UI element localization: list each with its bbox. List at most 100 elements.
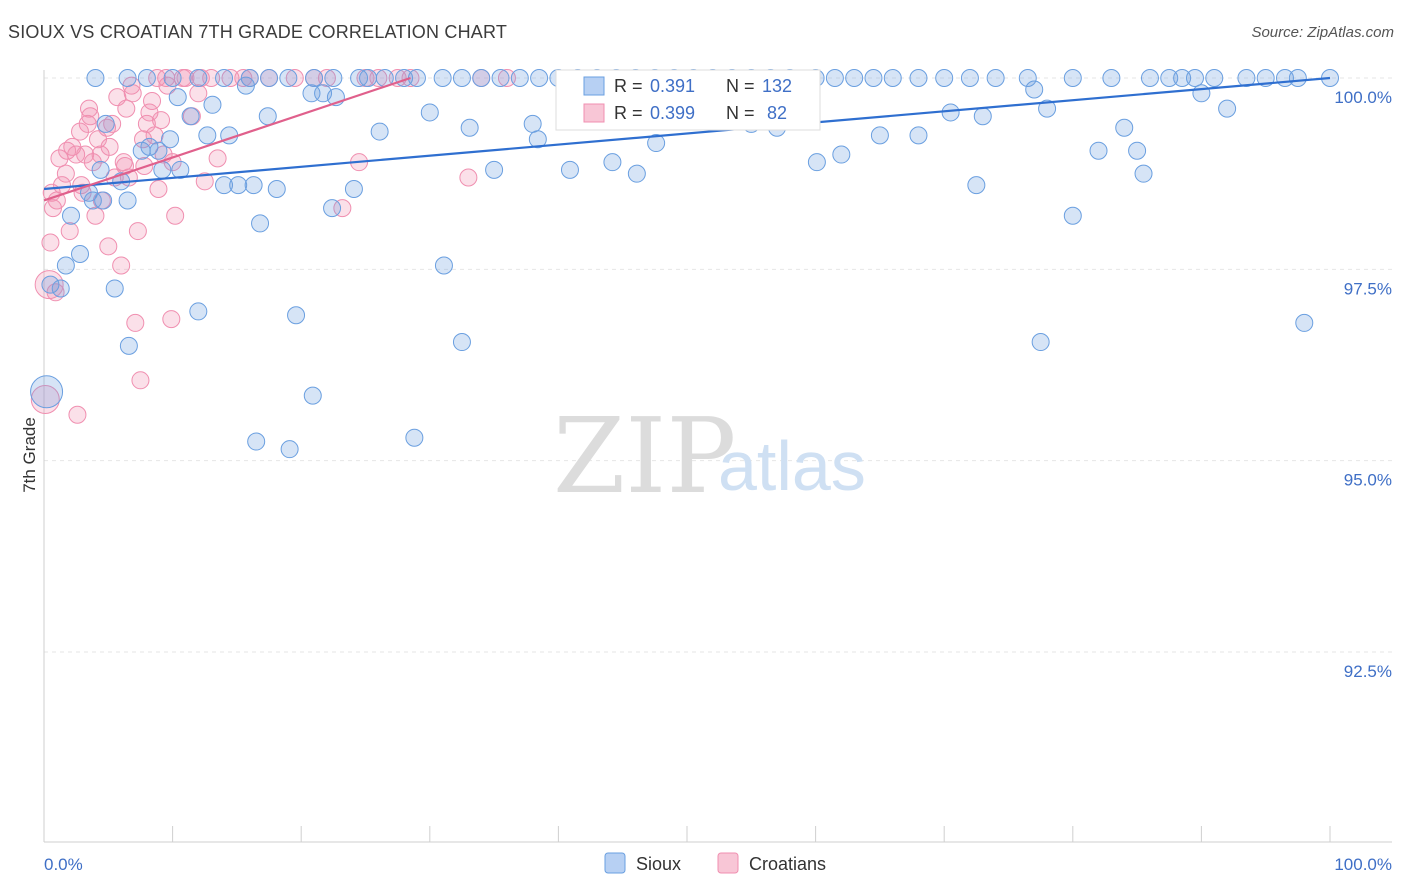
croatians-point xyxy=(117,99,136,118)
croatians-point xyxy=(333,199,352,218)
sioux-point xyxy=(603,153,622,172)
sioux-point xyxy=(870,126,889,145)
sioux-point xyxy=(168,88,187,107)
sioux-point xyxy=(83,191,102,210)
croatians-point xyxy=(50,149,69,168)
croatians-point xyxy=(317,69,336,87)
croatians-point xyxy=(202,69,221,87)
sioux-point xyxy=(434,256,453,275)
sioux-point xyxy=(62,206,81,225)
sioux-point xyxy=(1063,69,1082,87)
sioux-point xyxy=(370,122,389,141)
gridlines xyxy=(44,77,1392,653)
sioux-point xyxy=(163,69,182,87)
sioux-point xyxy=(56,256,75,275)
sioux-point xyxy=(528,130,547,149)
sioux-point xyxy=(909,69,928,87)
sioux-point xyxy=(244,176,263,195)
croatians-point xyxy=(41,233,60,252)
sioux-point xyxy=(1025,80,1044,99)
sioux-point xyxy=(460,118,479,137)
sioux-point xyxy=(1295,313,1314,332)
stats-legend: R = 0.391 N = 132 R = 0.399 N = 82 xyxy=(555,69,821,131)
sioux-point xyxy=(941,103,960,122)
sioux-points xyxy=(30,69,1339,459)
sioux-point xyxy=(1192,84,1211,103)
y-tick-label: 95.0% xyxy=(1344,471,1392,490)
croatians-point xyxy=(166,206,185,225)
sioux-point xyxy=(510,69,529,87)
sioux-point xyxy=(1089,141,1108,160)
sioux-point xyxy=(1173,69,1192,87)
sioux-point xyxy=(149,141,168,160)
croatians-point xyxy=(56,164,75,183)
croatians-point xyxy=(388,69,407,87)
sioux-point xyxy=(1038,99,1057,118)
stats-n-label-croatians: N = xyxy=(726,103,755,123)
sioux-point xyxy=(86,69,105,87)
sioux-point xyxy=(845,69,864,87)
croatians-point xyxy=(81,107,100,126)
croatians-point xyxy=(71,122,90,141)
sioux-point xyxy=(807,153,826,172)
croatians-point xyxy=(162,310,181,329)
sioux-point xyxy=(1218,99,1237,118)
sioux-point xyxy=(452,69,471,87)
chart-title: SIOUX VS CROATIAN 7TH GRADE CORRELATION … xyxy=(8,22,508,42)
sioux-point xyxy=(1102,69,1121,87)
croatians-point xyxy=(152,111,171,130)
sioux-point xyxy=(240,69,259,87)
sioux-point xyxy=(287,306,306,325)
stats-n-label-sioux: N = xyxy=(726,76,755,96)
croatians-point xyxy=(100,137,119,156)
sioux-point xyxy=(303,386,322,405)
croatians-point xyxy=(99,237,118,256)
croatians-point xyxy=(80,99,99,118)
watermark: ZIP atlas xyxy=(553,395,866,517)
legend-swatch-sioux xyxy=(604,852,626,874)
y-axis-title: 7th Grade xyxy=(20,417,39,493)
stats-r-label-croatians: R = xyxy=(614,103,643,123)
sioux-point xyxy=(350,69,369,87)
sioux-point xyxy=(523,114,542,133)
stats-swatch-croatians xyxy=(583,103,605,123)
x-tick-label-right: 100.0% xyxy=(1334,855,1392,874)
sioux-point xyxy=(203,95,222,114)
sioux-point xyxy=(161,130,180,149)
sioux-point xyxy=(452,333,471,352)
croatians-point xyxy=(91,145,110,164)
croatians-point xyxy=(76,145,95,164)
sioux-point xyxy=(627,164,646,183)
sioux-point xyxy=(1237,69,1256,87)
sioux-point xyxy=(41,275,60,294)
sioux-point xyxy=(433,69,452,87)
sioux-point xyxy=(189,302,208,321)
sioux-point xyxy=(825,69,844,87)
sioux-point xyxy=(324,69,343,87)
croatians-point xyxy=(126,313,145,332)
sioux-point xyxy=(935,69,954,87)
sioux-point xyxy=(909,126,928,145)
sioux-point xyxy=(118,191,137,210)
croatians-point xyxy=(68,405,87,424)
sioux-point xyxy=(491,69,510,87)
sioux-point xyxy=(267,179,286,198)
sioux-point xyxy=(864,69,883,87)
sioux-point xyxy=(560,160,579,179)
croatians-point xyxy=(143,91,162,110)
sioux-point xyxy=(1134,164,1153,183)
sioux-point xyxy=(967,176,986,195)
sioux-point xyxy=(280,440,299,459)
sioux-point xyxy=(260,69,279,87)
sioux-point xyxy=(973,107,992,126)
croatians-point xyxy=(131,371,150,390)
sioux-point xyxy=(305,69,324,87)
sioux-point xyxy=(647,134,666,153)
y-tick-label: 97.5% xyxy=(1344,279,1392,298)
stats-swatch-sioux xyxy=(583,76,605,96)
croatians-point xyxy=(221,69,240,87)
sioux-point xyxy=(405,428,424,447)
croatians-point xyxy=(86,206,105,225)
sioux-point xyxy=(1160,69,1179,87)
croatians-point xyxy=(145,126,164,145)
